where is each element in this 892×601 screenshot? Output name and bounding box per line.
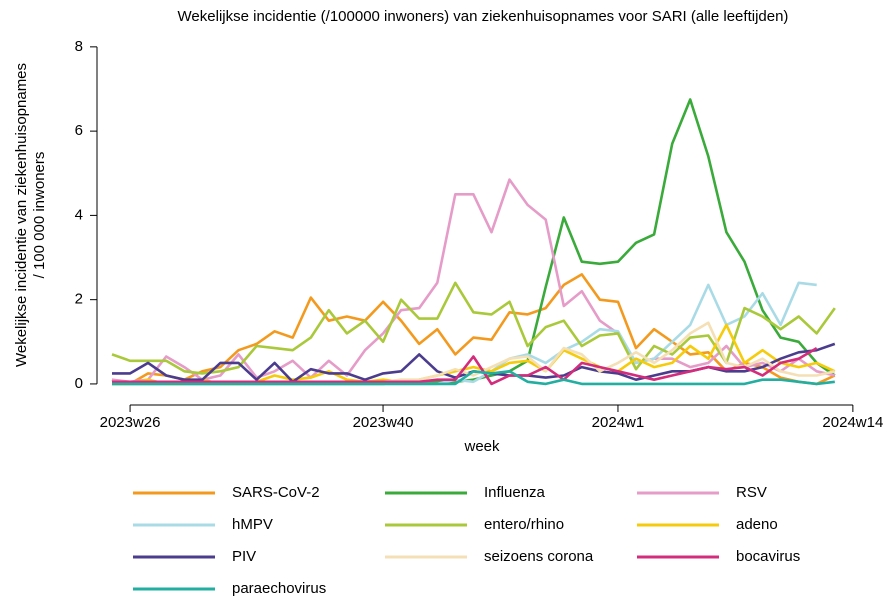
legend-label: bocavirus bbox=[736, 548, 800, 565]
y-tick-label: 4 bbox=[75, 206, 83, 223]
y-tick-label: 2 bbox=[75, 291, 83, 308]
legend-label: Influenza bbox=[484, 484, 546, 501]
legend-label: adeno bbox=[736, 516, 778, 533]
series-line bbox=[111, 281, 836, 375]
y-axis-label: / 100 000 inwoners bbox=[31, 152, 48, 279]
x-tick-label: 2023w40 bbox=[353, 414, 414, 431]
legend-label: PIV bbox=[232, 548, 256, 565]
y-tick-label: 8 bbox=[75, 38, 83, 55]
x-axis-label: week bbox=[463, 438, 500, 455]
x-tick-label: 2024w1 bbox=[592, 414, 645, 431]
y-tick-label: 0 bbox=[75, 375, 83, 392]
legend-label: entero/rhino bbox=[484, 516, 564, 533]
legend-label: seizoens corona bbox=[484, 548, 594, 565]
x-tick-label: 2023w26 bbox=[100, 414, 161, 431]
chart-title: Wekelijkse incidentie (/100000 inwoners)… bbox=[178, 8, 789, 25]
x-tick-label: 2024w14 bbox=[822, 414, 883, 431]
legend-label: paraechovirus bbox=[232, 580, 326, 597]
series-line bbox=[111, 178, 836, 384]
series-line bbox=[112, 98, 836, 386]
series-line bbox=[112, 346, 818, 386]
legend-label: RSV bbox=[736, 484, 767, 501]
y-axis-label: Wekelijkse incidentie van ziekenhuisopna… bbox=[13, 63, 30, 367]
series-line bbox=[112, 370, 835, 386]
y-tick-label: 6 bbox=[75, 122, 83, 139]
series-line bbox=[112, 321, 836, 384]
legend-label: hMPV bbox=[232, 516, 273, 533]
legend-label: SARS-CoV-2 bbox=[232, 484, 320, 501]
